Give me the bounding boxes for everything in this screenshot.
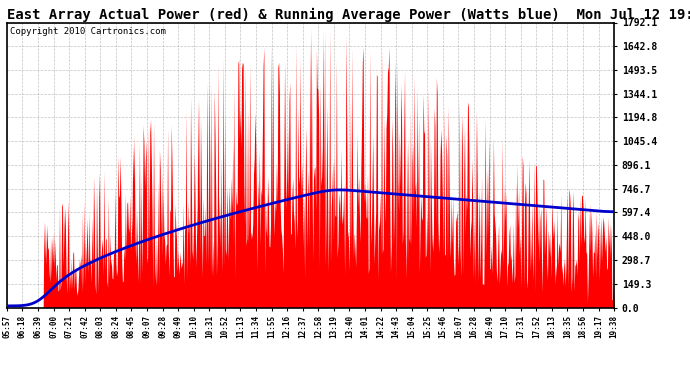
Text: East Array Actual Power (red) & Running Average Power (Watts blue)  Mon Jul 12 1: East Array Actual Power (red) & Running … [7, 8, 690, 22]
Text: Copyright 2010 Cartronics.com: Copyright 2010 Cartronics.com [10, 27, 166, 36]
